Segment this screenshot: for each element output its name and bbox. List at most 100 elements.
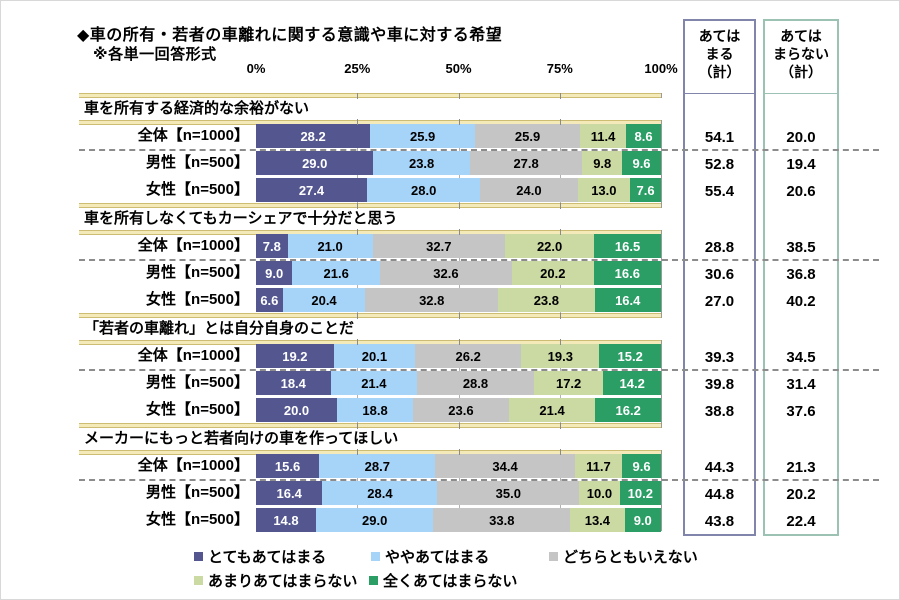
band-tick bbox=[357, 93, 359, 99]
total-value: 31.4 bbox=[786, 376, 816, 393]
bar-segment-value: 18.8 bbox=[362, 402, 388, 418]
bar-segment-value: 15.2 bbox=[617, 348, 643, 364]
total-value: 40.2 bbox=[786, 293, 816, 310]
bar-segment-value: 6.6 bbox=[260, 292, 279, 308]
bar-segment: 35.0 bbox=[437, 481, 580, 505]
bar-segment: 8.6 bbox=[626, 124, 661, 148]
bar-segment: 16.4 bbox=[594, 288, 661, 312]
bar-segment: 27.8 bbox=[469, 151, 583, 175]
band-tick bbox=[559, 119, 561, 125]
bar-segment: 9.0 bbox=[624, 508, 661, 532]
total-value: 30.6 bbox=[704, 266, 735, 283]
bar-segment: 25.9 bbox=[475, 124, 580, 148]
gridline-100 bbox=[661, 93, 662, 531]
section-header-band bbox=[79, 313, 661, 318]
total-value: 19.4 bbox=[786, 156, 816, 173]
total-value: 34.5 bbox=[786, 349, 816, 366]
bar-segment-value: 9.6 bbox=[632, 155, 651, 171]
bar-segment: 21.0 bbox=[287, 234, 373, 258]
bar-segment-value: 21.4 bbox=[361, 375, 387, 391]
bar-segment: 20.4 bbox=[282, 288, 366, 312]
bar-segment: 29.0 bbox=[315, 508, 434, 532]
row-label: 男性【n=500】 bbox=[146, 374, 249, 391]
band-tick bbox=[357, 229, 359, 235]
total-value: 36.8 bbox=[786, 266, 816, 283]
band-tick bbox=[559, 93, 561, 99]
section-title: メーカーにもっと若者向けの車を作ってほしい bbox=[79, 428, 666, 450]
section-header-band bbox=[79, 93, 661, 98]
bar-segment: 26.2 bbox=[415, 344, 522, 368]
section-title: 「若者の車離れ」とは自分自身のことだ bbox=[79, 318, 666, 340]
bar-segment: 29.0 bbox=[256, 151, 374, 175]
total-value: 52.8 bbox=[704, 156, 735, 173]
band-tick bbox=[559, 423, 561, 429]
row-separator-dashed bbox=[79, 479, 879, 481]
applies-total-header: あては まる （計） bbox=[698, 28, 741, 81]
stacked-bar: 9.0 21.6 32.6 20.2 16.6 bbox=[256, 261, 661, 285]
bar-segment: 16.4 bbox=[256, 481, 323, 505]
row-label: 全体【n=1000】 bbox=[137, 237, 249, 254]
bar-segment-value: 25.9 bbox=[514, 128, 541, 144]
legend-label: どちらともいえない bbox=[563, 548, 698, 566]
row-label: 女性【n=500】 bbox=[146, 181, 249, 198]
bar-segment: 20.0 bbox=[256, 398, 337, 422]
legend-swatch-icon bbox=[371, 551, 380, 561]
bar-segment-value: 20.2 bbox=[540, 265, 566, 281]
row-label: 女性【n=500】 bbox=[146, 291, 249, 308]
bar-segment: 15.6 bbox=[256, 454, 320, 478]
total-value: 20.6 bbox=[786, 183, 816, 200]
band-tick bbox=[458, 229, 460, 235]
bar-segment: 34.4 bbox=[435, 454, 575, 478]
total-value: 20.2 bbox=[786, 486, 816, 503]
band-tick bbox=[458, 423, 460, 429]
row-label: 全体【n=1000】 bbox=[137, 347, 249, 364]
legend-item: ややあてはまる bbox=[371, 546, 489, 566]
bar-segment: 20.2 bbox=[511, 261, 594, 285]
stacked-bar: 14.8 29.0 33.8 13.4 9.0 bbox=[256, 508, 661, 532]
bar-segment-value: 21.0 bbox=[317, 238, 343, 254]
gridline-75 bbox=[559, 93, 561, 531]
bar-segment-value: 14.2 bbox=[619, 375, 645, 391]
chart-title: ◆車の所有・若者の車離れに関する意識や車に対する希望 bbox=[77, 27, 503, 44]
legend-swatch-icon bbox=[369, 575, 378, 585]
bar-segment: 20.1 bbox=[333, 344, 416, 368]
row-label: 全体【n=1000】 bbox=[137, 457, 249, 474]
bar-segment-value: 9.6 bbox=[632, 458, 651, 474]
bar-segment: 23.8 bbox=[373, 151, 470, 175]
bar-segment-value: 27.4 bbox=[298, 182, 325, 198]
bar-segment: 18.8 bbox=[337, 398, 414, 422]
total-value: 39.8 bbox=[704, 376, 735, 393]
bar-segment-value: 29.0 bbox=[302, 155, 328, 171]
stacked-bar: 28.2 25.9 25.9 11.4 8.6 bbox=[256, 124, 661, 148]
band-tick bbox=[559, 313, 561, 319]
bar-segment-value: 33.8 bbox=[489, 512, 515, 528]
bar-segment-value: 11.7 bbox=[586, 458, 611, 474]
bar-segment: 27.4 bbox=[256, 178, 367, 202]
total-value: 43.8 bbox=[704, 513, 735, 530]
bar-segment-value: 18.4 bbox=[280, 375, 306, 391]
bar-segment-value: 11.4 bbox=[590, 128, 616, 144]
row-label: 全体【n=1000】 bbox=[137, 127, 249, 144]
row-label: 男性【n=500】 bbox=[146, 264, 249, 281]
bar-segment: 16.5 bbox=[594, 234, 661, 258]
bar-segment-value: 28.7 bbox=[364, 458, 390, 474]
bar-segment: 22.0 bbox=[505, 234, 595, 258]
legend-label: ややあてはまる bbox=[385, 548, 490, 566]
bar-segment: 7.8 bbox=[256, 234, 288, 258]
bar-segment: 10.2 bbox=[619, 481, 661, 505]
bar-segment: 6.6 bbox=[256, 288, 283, 312]
stacked-bar: 19.2 20.1 26.2 19.3 15.2 bbox=[256, 344, 661, 368]
section-title: 車を所有する経済的な余裕がない bbox=[79, 98, 666, 120]
bar-segment-value: 24.0 bbox=[516, 182, 542, 198]
bar-segment-value: 14.8 bbox=[273, 512, 299, 528]
stacked-bar: 20.0 18.8 23.6 21.4 16.2 bbox=[256, 398, 661, 422]
legend-item: 全くあてはまらない bbox=[369, 570, 517, 590]
bar-segment-value: 32.8 bbox=[419, 292, 445, 308]
bar-segment-value: 10.2 bbox=[627, 485, 653, 501]
legend-item: とてもあてはまる bbox=[194, 546, 326, 566]
bar-segment-value: 21.6 bbox=[323, 265, 349, 281]
stacked-bar: 18.4 21.4 28.8 17.2 14.2 bbox=[256, 371, 661, 395]
band-tick bbox=[458, 119, 460, 125]
bar-segment-value: 9.0 bbox=[633, 512, 652, 528]
bar-segment: 32.6 bbox=[379, 261, 512, 285]
